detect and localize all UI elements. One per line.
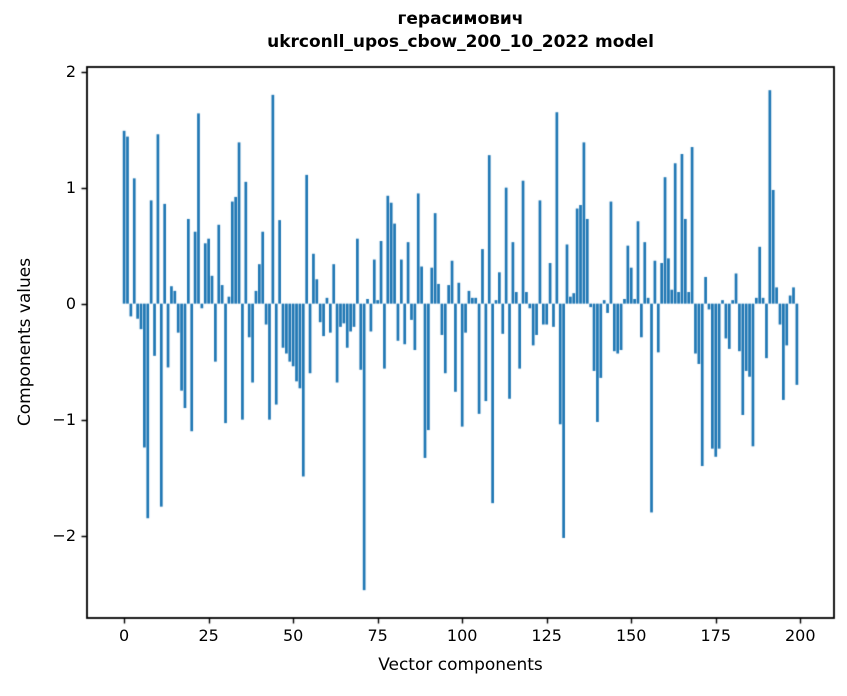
x-axis-label: Vector components bbox=[378, 655, 543, 675]
x-tick-label: 100 bbox=[446, 626, 478, 645]
y-tick-label: 1 bbox=[65, 177, 76, 197]
y-tick-label: 2 bbox=[65, 61, 76, 81]
y-tick-label: 0 bbox=[65, 293, 76, 313]
chart-title: герасимович ukrconll_upos_cbow_200_10_20… bbox=[87, 8, 834, 54]
y-tick-label: −2 bbox=[52, 525, 76, 545]
x-tick-label: 125 bbox=[531, 626, 562, 645]
y-tick-label: −1 bbox=[52, 409, 76, 429]
x-tick-label: 0 bbox=[119, 626, 130, 645]
y-axis-label: Components values bbox=[15, 257, 35, 427]
x-tick-label: 175 bbox=[700, 626, 732, 645]
x-tick-label: 75 bbox=[367, 626, 388, 645]
x-tick-label: 50 bbox=[282, 626, 304, 645]
x-tick-label: 150 bbox=[615, 626, 647, 645]
x-tick-label: 200 bbox=[784, 626, 816, 645]
chart-title-line1: герасимович bbox=[397, 9, 524, 29]
x-tick-label: 25 bbox=[198, 626, 219, 645]
chart-title-line2: ukrconll_upos_cbow_200_10_2022 model bbox=[267, 32, 654, 52]
